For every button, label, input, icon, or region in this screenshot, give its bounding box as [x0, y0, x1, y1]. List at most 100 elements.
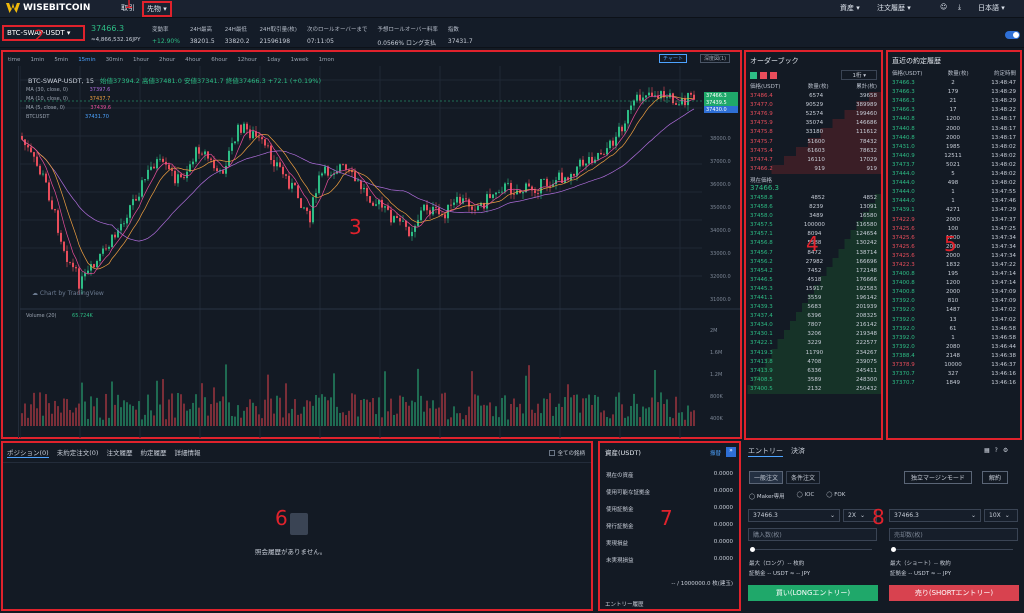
- nav-language[interactable]: 日本語 ▾: [978, 4, 1005, 12]
- depth-view-button[interactable]: 深度図(1): [700, 54, 731, 63]
- view-asks-icon[interactable]: [760, 71, 767, 79]
- bid-row[interactable]: 37454.2 7452 172148: [746, 266, 881, 276]
- view-both-icon[interactable]: [750, 71, 757, 79]
- bid-row[interactable]: 37408.5 3589 248300: [746, 375, 881, 385]
- interval-option[interactable]: 12hour: [237, 56, 257, 63]
- bid-row[interactable]: 37437.4 6396 208325: [746, 312, 881, 322]
- bid-row[interactable]: 37458.0 3489 16580: [746, 212, 881, 222]
- short-leverage-select[interactable]: 10X ⌄: [984, 509, 1018, 522]
- bid-row[interactable]: 37439.3 5683 201939: [746, 303, 881, 313]
- ask-row[interactable]: 37475.8 33180 111612: [746, 128, 881, 138]
- bid-row[interactable]: 37430.1 3206 219348: [746, 330, 881, 340]
- entry-history-link[interactable]: エントリー履歴: [605, 602, 644, 608]
- stat-volume: 24H取引量(枚) 21596198: [260, 25, 297, 47]
- bid-row[interactable]: 37434.0 7807 216142: [746, 321, 881, 331]
- interval-option[interactable]: 5min: [54, 56, 69, 63]
- short-price-input[interactable]: 37466.3 ⌄: [889, 509, 981, 522]
- slider-handle[interactable]: [891, 547, 896, 552]
- nav-spot[interactable]: 取引: [121, 4, 135, 12]
- ask-row[interactable]: 37474.7 16110 17029: [746, 155, 881, 165]
- ask-row[interactable]: 37477.0 90529 389989: [746, 101, 881, 111]
- interval-option[interactable]: 4hour: [185, 56, 202, 63]
- interval-option[interactable]: 1day: [266, 56, 281, 63]
- user-icon[interactable]: ☺: [940, 3, 948, 11]
- bid-row[interactable]: 37458.8 4852 4852: [746, 193, 881, 204]
- positions-tab[interactable]: 約定履歴: [140, 449, 167, 457]
- volume-bar: [96, 397, 98, 426]
- buy-long-button[interactable]: 買い(LONGエントリー): [748, 585, 878, 601]
- nav-futures[interactable]: 先物 ▾: [142, 1, 172, 17]
- nav-orders[interactable]: 注文履歴 ▾: [877, 4, 911, 12]
- bid-row[interactable]: 37457.1 8094 124654: [746, 230, 881, 240]
- candle-body: [693, 94, 695, 100]
- option-ioc[interactable]: ◯ IOC: [796, 492, 815, 498]
- ask-row[interactable]: 37475.4 61603 78632: [746, 146, 881, 156]
- expand-icon[interactable]: »: [726, 447, 736, 457]
- ma5-value: 37439.6: [90, 105, 112, 111]
- long-slider[interactable]: [750, 547, 872, 552]
- positions-tab[interactable]: 注文履歴: [106, 449, 133, 457]
- short-qty-input[interactable]: 売却数(枚): [889, 528, 1018, 541]
- positions-tab[interactable]: 詳細情報: [174, 449, 201, 457]
- chart-view-button[interactable]: チャート: [659, 54, 687, 63]
- bid-row[interactable]: 37441.1 3559 196142: [746, 293, 881, 304]
- nav-assets[interactable]: 資産 ▾: [840, 4, 860, 12]
- transfer-link[interactable]: 振替: [709, 451, 721, 457]
- all-symbols-checkbox[interactable]: 全ての銘柄: [549, 449, 585, 457]
- interval-option[interactable]: 1min: [30, 56, 45, 63]
- long-qty-input[interactable]: 購入数(枚): [748, 528, 877, 541]
- ask-row[interactable]: 37466.2 919 919: [746, 164, 881, 174]
- tab-entry[interactable]: エントリー: [748, 447, 783, 457]
- interval-option[interactable]: 6hour: [211, 56, 228, 63]
- bid-row[interactable]: 37413.8 4708 239075: [746, 357, 881, 367]
- bid-row[interactable]: 37419.3 11790 234267: [746, 348, 881, 358]
- settings-icon[interactable]: ⚙: [1002, 447, 1009, 454]
- interval-option[interactable]: 15min: [78, 56, 96, 63]
- interval-option[interactable]: 2hour: [159, 56, 176, 63]
- bid-row[interactable]: 37456.7 8472 138714: [746, 248, 881, 258]
- bid-row[interactable]: 37422.1 3229 222577: [746, 339, 881, 349]
- interval-option[interactable]: 30min: [105, 56, 123, 63]
- bid-row[interactable]: 37456.8 5588 130242: [746, 239, 881, 249]
- bid-row[interactable]: 37456.2 27982 166696: [746, 257, 881, 267]
- interval-option[interactable]: 1hour: [132, 56, 150, 63]
- margin-mode-button[interactable]: 独立マージンモード: [904, 471, 972, 484]
- option-maker-only[interactable]: ◯ Maker専用: [749, 494, 785, 500]
- calculator-icon[interactable]: ▦: [984, 447, 990, 454]
- bid-row[interactable]: 37457.5 100000 116580: [746, 221, 881, 231]
- bid-row[interactable]: 37458.6 8239 13091: [746, 203, 881, 213]
- ask-row[interactable]: 37475.7 51600 78432: [746, 137, 881, 147]
- interval-option[interactable]: time: [8, 56, 21, 63]
- sell-short-button[interactable]: 売り(SHORTエントリー): [889, 585, 1019, 601]
- depth-select[interactable]: 1桁 ▾: [841, 70, 877, 80]
- view-bids-icon[interactable]: [770, 71, 777, 79]
- bid-row[interactable]: 37413.9 6336 245411: [746, 366, 881, 376]
- interval-option[interactable]: 1week: [290, 56, 309, 63]
- positions-tab[interactable]: ポジション(0): [7, 449, 49, 458]
- theme-toggle[interactable]: [1005, 31, 1020, 39]
- bid-row[interactable]: 37445.3 15917 192583: [746, 284, 881, 294]
- help-icon[interactable]: ?: [994, 447, 998, 454]
- positions-tab[interactable]: 未約定注文(0): [56, 449, 99, 457]
- ask-row[interactable]: 37476.9 52574 199460: [746, 110, 881, 120]
- bid-row[interactable]: 37400.5 2132 250432: [746, 384, 881, 394]
- drawing-tools-sidebar[interactable]: [1, 66, 19, 438]
- bid-row[interactable]: 37446.5 4518 176666: [746, 275, 881, 285]
- order-type-conditional[interactable]: 条件注文: [786, 471, 821, 484]
- option-fok[interactable]: ◯ FOK: [826, 492, 846, 498]
- long-leverage-select[interactable]: 2X ⌄: [843, 509, 877, 522]
- volume-bar: [321, 394, 323, 426]
- ask-row[interactable]: 37486.4 6574 39658: [746, 92, 881, 102]
- ask-row[interactable]: 37475.9 35074 146686: [746, 119, 881, 129]
- download-icon[interactable]: ⤓: [958, 3, 962, 11]
- brand-logo[interactable]: WISEBITCOIN: [6, 3, 90, 13]
- slider-handle[interactable]: [750, 547, 755, 552]
- tab-close[interactable]: 決済: [791, 447, 805, 455]
- short-slider[interactable]: [891, 547, 1013, 552]
- order-type-normal[interactable]: 一般注文: [749, 471, 784, 484]
- symbol-selector[interactable]: BTC-SWAP-USDT ▾: [2, 25, 85, 41]
- long-price-input[interactable]: 37466.3 ⌄: [748, 509, 840, 522]
- price-chart[interactable]: 38000.0 37000.0 36000.0 35000.0 34000.0 33000…: [20, 66, 740, 438]
- close-all-button[interactable]: 解約: [982, 471, 1009, 484]
- interval-option[interactable]: 1mon: [318, 56, 335, 63]
